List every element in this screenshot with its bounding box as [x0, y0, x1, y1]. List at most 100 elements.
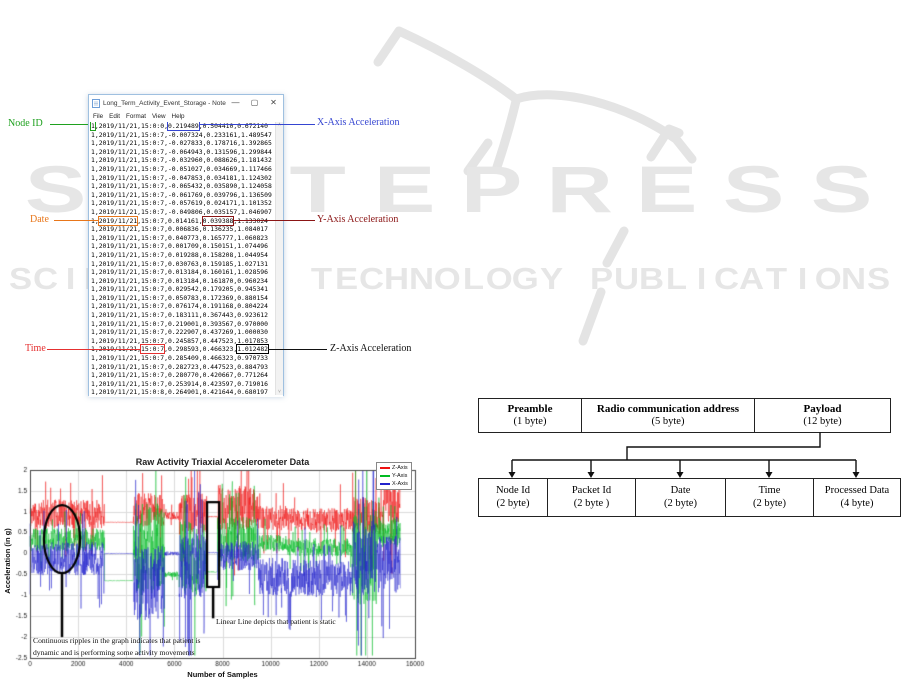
- data-line: 1,2019/11/21,15:0:7,-0.032960,0.088626,1…: [91, 156, 272, 165]
- data-line: 1,2019/11/21,15:0:7,0.183111,0.367443,0.…: [91, 311, 268, 320]
- packet-field-time: Time (2 byte): [725, 478, 814, 517]
- packet-connector-svg: [508, 432, 860, 478]
- highlight-z-axis-acceleration: 1.012482: [236, 344, 270, 355]
- chart-annotation-static-line: Linear Line depicts that patient is stat…: [216, 617, 336, 626]
- watermark-letter: U: [614, 261, 640, 297]
- data-line: 1,2019/11/21,15:0:7,0.280770,0.420667,0.…: [91, 371, 268, 380]
- packet-field-date: Date (2 byte): [635, 478, 726, 517]
- callout-label-node-id: Node ID: [8, 118, 43, 129]
- scrollbar[interactable]: ˄ ˅: [275, 122, 283, 395]
- data-line: 1,2019/11/21,15:0:7,0.013184,0.160161,1.…: [91, 268, 268, 277]
- highlight-date: 2019/11/21: [97, 215, 139, 226]
- watermark-letter: N: [841, 261, 867, 297]
- data-line: 1,2019/11/21,15:0:7,-0.057619,0.024171,1…: [91, 199, 272, 208]
- data-line: 1,2019/11/21,15:0:7,-0.064943,0.131596,1…: [91, 147, 272, 156]
- data-line: 1,2019/11/21,15:0:8,0.264901,0.421644,0.…: [91, 388, 268, 397]
- data-line: 1,2019/11/21,15:0:7,-0.051027,0.034669,1…: [91, 164, 272, 173]
- packet-top-row: Preamble (1 byte) Radio communication ad…: [478, 398, 891, 433]
- data-line: 1,2019/11/21,15:0:7,0.019288,0.158208,1.…: [91, 250, 268, 259]
- highlight-y-axis-acceleration: 0.039388: [201, 215, 235, 226]
- packet-field-size: (4 byte): [840, 497, 874, 509]
- accelerometer-chart-canvas: [0, 450, 440, 682]
- watermark-letter: N: [409, 261, 435, 297]
- watermark-letter: S: [867, 261, 891, 297]
- close-button[interactable]: ✕: [270, 98, 277, 107]
- chart-annotation-dynamic-line1: Continuous ripples in the graph indicate…: [33, 636, 201, 645]
- accelerometer-chart: Raw Activity Triaxial Accelerometer Data…: [0, 450, 440, 682]
- watermark-letter: I: [65, 261, 76, 297]
- data-line: 1,2019/11/21,15:0:7,0.245857,0.447523,1.…: [91, 336, 268, 345]
- menu-item-file[interactable]: File: [93, 113, 104, 120]
- chart-x-axis-label: Number of Samples: [187, 670, 258, 679]
- data-line: 1,2019/11/21,15:0:7,-0.007324,0.233161,1…: [91, 130, 272, 139]
- watermark-letter: I: [797, 261, 807, 297]
- watermark-letter: O: [485, 261, 513, 297]
- data-line: 1,2019/11/21,15:0:7,-0.027833,0.178716,1…: [91, 139, 272, 148]
- packet-cell-size: (1 byte): [513, 415, 547, 427]
- watermark-letter: S: [8, 261, 33, 297]
- packet-field-title: Node Id: [495, 485, 531, 497]
- watermark-letter: S: [24, 153, 87, 227]
- packet-field-size: (2 byte): [664, 497, 697, 509]
- menu-item-view[interactable]: View: [151, 113, 166, 120]
- watermark-letter: O: [814, 261, 842, 297]
- packet-field-title: Time: [758, 485, 781, 497]
- menu-item-edit[interactable]: Edit: [109, 113, 121, 120]
- notepad-window: Long_Term_Activity_Event_Storage - Notep…: [88, 94, 284, 397]
- packet-cell-radio-address: Radio communication address (5 byte): [581, 399, 754, 432]
- highlight-x-axis-acceleration: 0.219489: [166, 122, 200, 131]
- watermark-letter: I: [696, 261, 707, 297]
- chart-y-axis-label: Acceleration (in g): [3, 528, 12, 594]
- callout-label-date: Date: [30, 214, 49, 225]
- data-line: 1,2019/11/21,15:0:7,0.282723,0.447523,0.…: [91, 362, 268, 371]
- legend-swatch: [380, 475, 390, 477]
- packet-field-title: Packet Id: [571, 485, 612, 497]
- menu-item-format[interactable]: Format: [126, 113, 146, 120]
- watermark-letter: A: [739, 261, 765, 297]
- watermark-letter: T: [310, 261, 333, 297]
- watermark-letter: E: [635, 153, 698, 227]
- minimize-button[interactable]: —: [231, 98, 240, 107]
- text-editor-area[interactable]: 1,2019/11/21,15:0:0,0.219489,0.504410,0.…: [89, 122, 283, 397]
- watermark-letter: T: [289, 153, 346, 227]
- packet-field-size: (2 byte): [496, 497, 530, 509]
- maximize-button[interactable]: ▢: [250, 98, 259, 107]
- notepad-titlebar: Long_Term_Activity_Event_Storage - Notep…: [89, 95, 283, 111]
- data-line: 1,2019/11/21,15:0:7,0.222907,0.437269,1.…: [91, 328, 268, 337]
- watermark-letter: B: [639, 261, 665, 297]
- data-line: 1,2019/11/21,15:0:7,0.006836,0.136235,1.…: [91, 225, 268, 234]
- data-line: 1,2019/11/21,15:0:7,0.013184,0.161870,0.…: [91, 276, 268, 285]
- data-line: 1,2019/11/21,15:0:7,-0.049806,0.035157,1…: [91, 207, 272, 216]
- watermark-letter: G: [512, 261, 540, 297]
- menu-item-help[interactable]: Help: [171, 113, 185, 120]
- legend-entry-z-axis: Z-Axis: [380, 464, 408, 472]
- watermark-letter: L: [462, 261, 484, 297]
- watermark-letter: L: [666, 261, 688, 297]
- data-line: 1,2019/11/21,15:0:7,0.050783,0.172369,0.…: [91, 293, 268, 302]
- callout-label-x-axis: X-Axis Acceleration: [317, 117, 400, 128]
- watermark-letter: O: [434, 261, 462, 297]
- callout-label-time: Time: [25, 343, 46, 354]
- packet-field-size: (2 byte): [753, 497, 786, 509]
- watermark-letter: T: [766, 261, 788, 297]
- data-line: 1,2019/11/21,15:0:7,0.219001,0.393567,0.…: [91, 319, 268, 328]
- watermark-letter: C: [714, 261, 740, 297]
- watermark-letter: E: [374, 153, 436, 227]
- packet-cell-size: (5 byte): [651, 415, 685, 427]
- callout-line-z-axis: [268, 349, 327, 351]
- watermark-letter: P: [461, 153, 523, 227]
- legend-swatch: [380, 483, 390, 485]
- callout-line-node-id: [50, 124, 88, 126]
- watermark-letter: E: [334, 261, 359, 297]
- packet-field-node-id: Node Id (2 byte): [478, 478, 548, 517]
- data-line: 1,2019/11/21,15:0:7,0.040773,0.165777,1.…: [91, 233, 268, 242]
- watermark-letter: H: [384, 261, 410, 297]
- scroll-down-icon[interactable]: ˅: [278, 389, 281, 395]
- watermark-letter: C: [33, 261, 59, 297]
- watermark-letter: S: [810, 153, 873, 227]
- packet-field-title: Date: [670, 485, 691, 497]
- watermark-letter: P: [589, 261, 614, 297]
